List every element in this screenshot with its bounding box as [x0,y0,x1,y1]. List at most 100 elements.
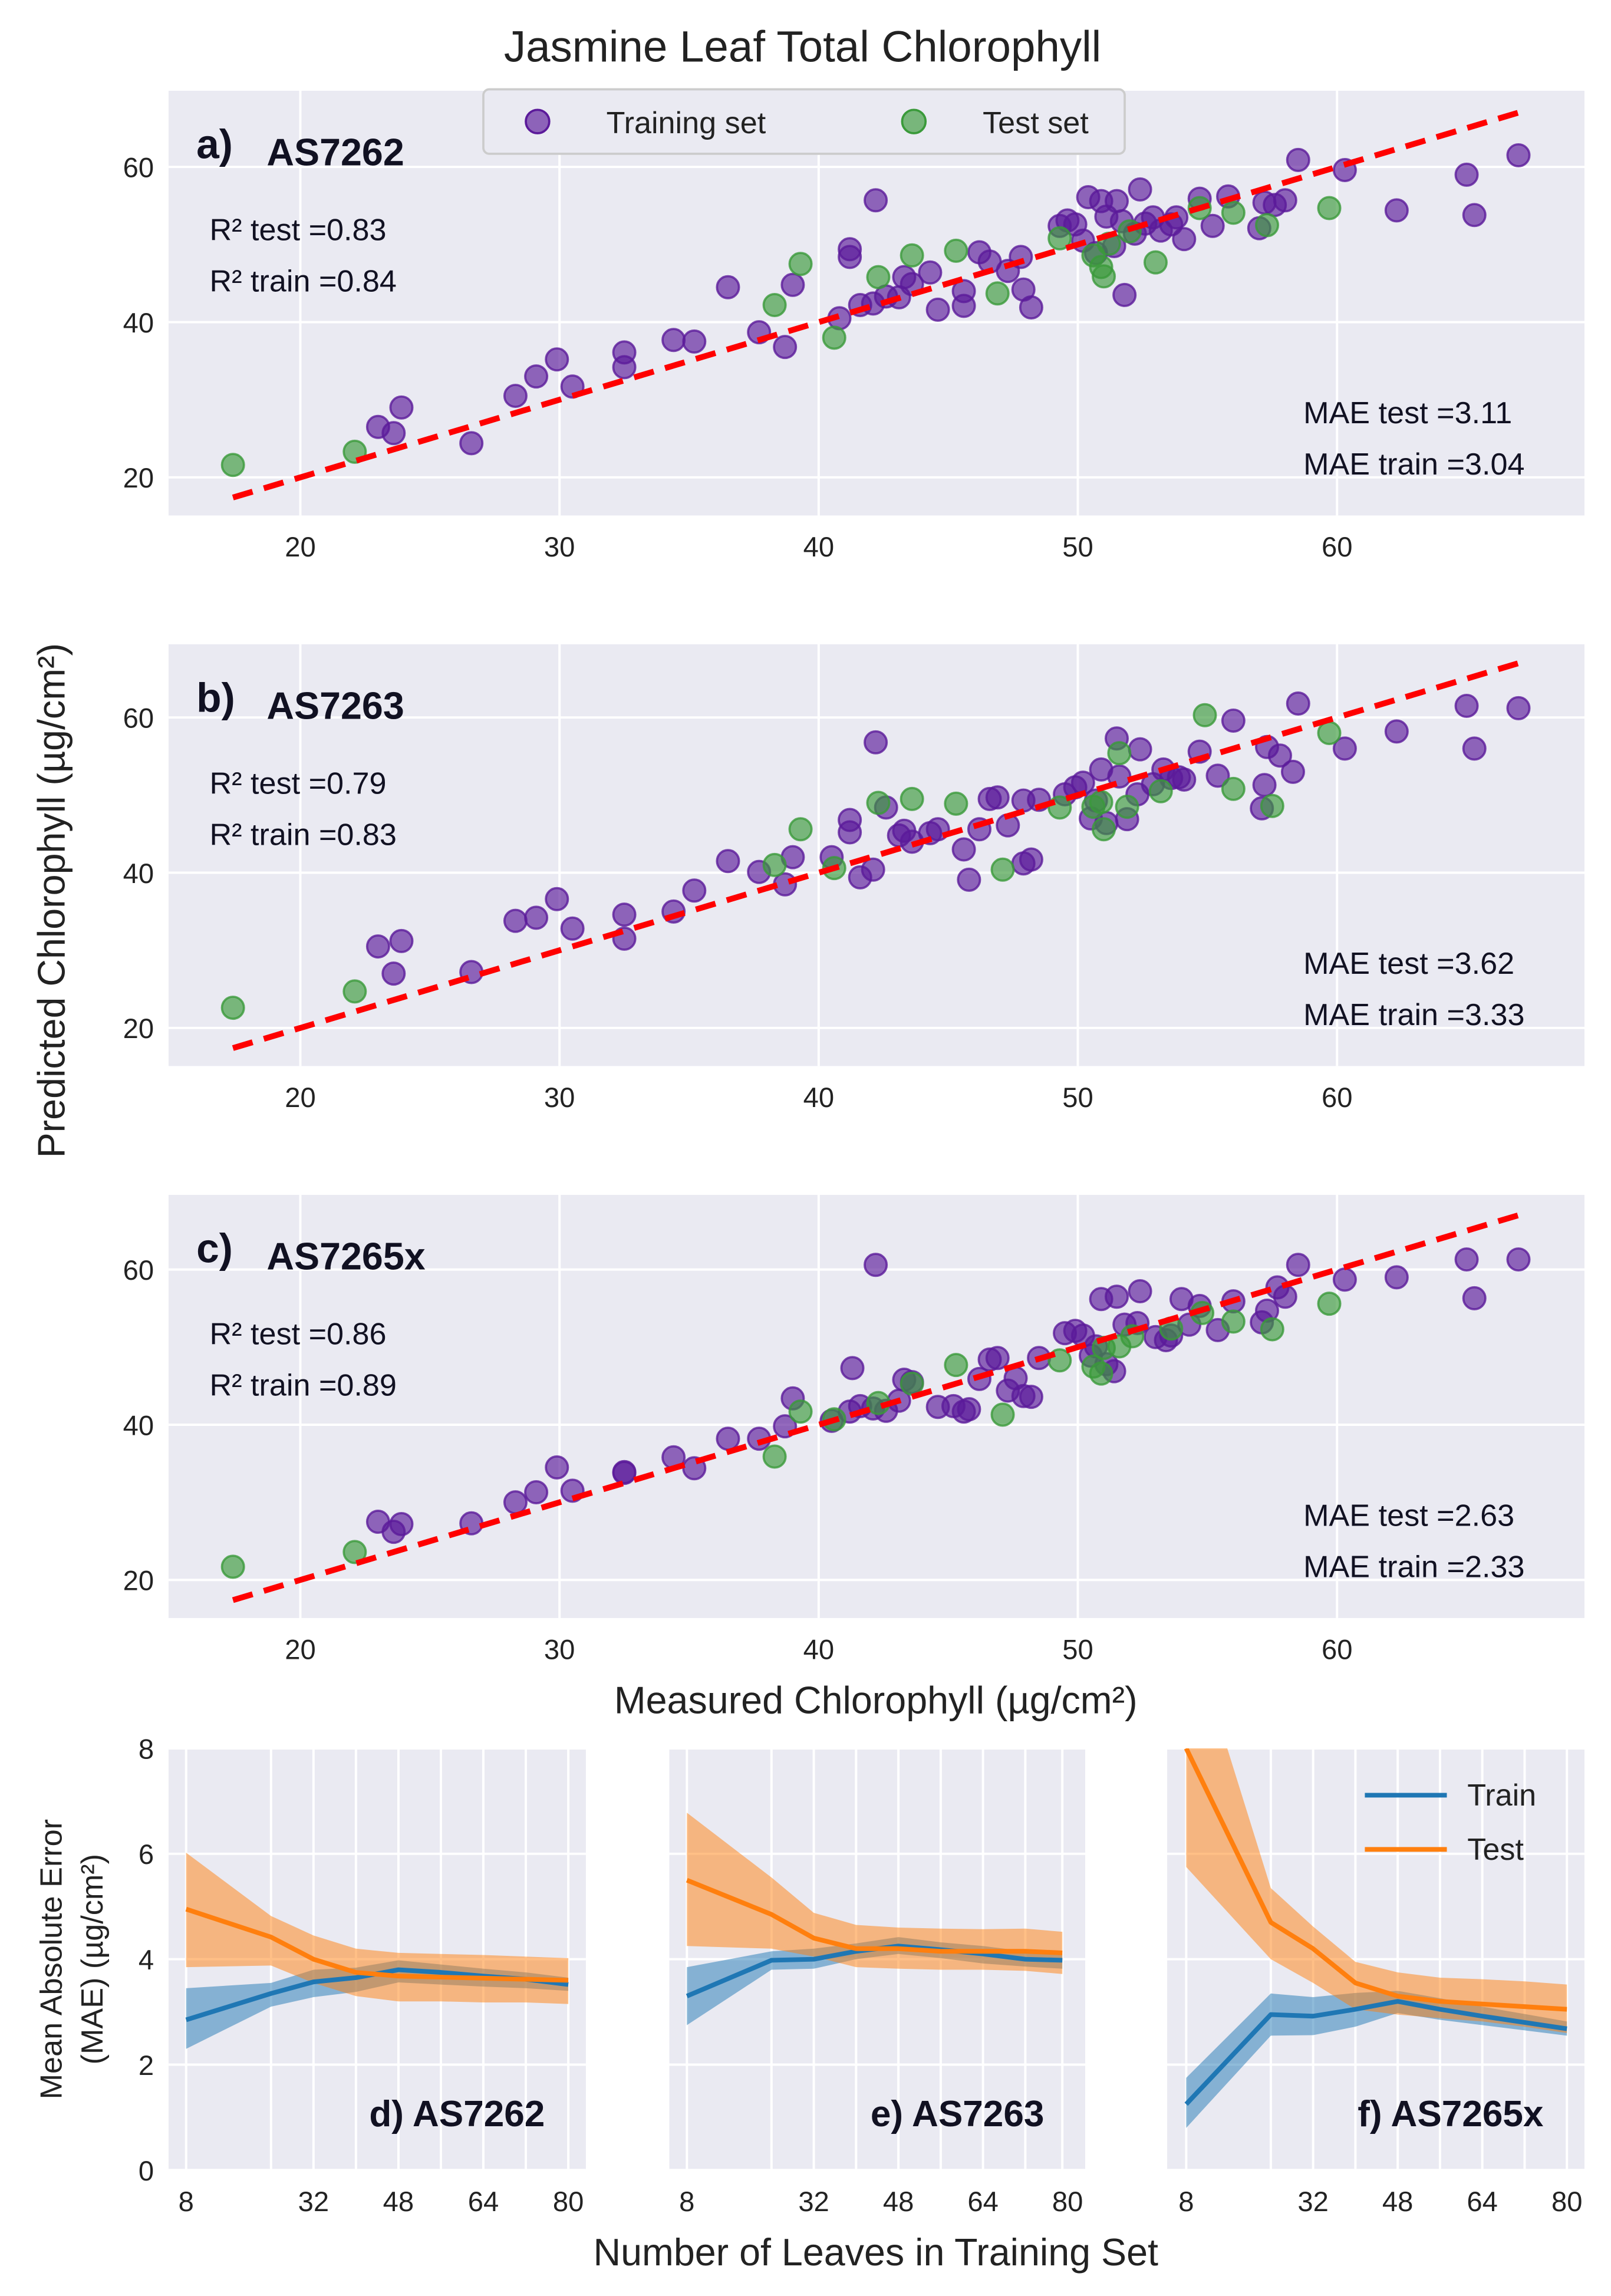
y-tick-label: 0 [139,2156,154,2187]
panel-letter: c) [196,1225,233,1271]
training-point [1454,1247,1479,1272]
training-point [838,808,862,832]
line-panel-f: 8 32 48 64 80 f) AS7265x Train Test [1167,1747,1585,2218]
y-tick-label: 20 [123,1566,154,1597]
test-point [1260,793,1284,818]
r2-train-annotation: R² train =0.84 [209,264,396,298]
y-tick-label: 8 [139,1734,154,1765]
training-point [524,364,549,389]
series-group [1184,1748,1567,2128]
training-point [1128,737,1152,762]
x-tick-label: 30 [544,1634,575,1665]
test-point [866,265,891,289]
test-point [762,1444,787,1469]
training-point [925,297,950,322]
training-point [524,905,549,930]
training-point [838,237,862,262]
test-point [1089,1361,1113,1386]
test-point [1221,1309,1246,1334]
training-point [1462,736,1487,761]
x-tick-label: 50 [1062,532,1093,563]
training-point [1273,1284,1297,1309]
training-point [1128,1279,1152,1304]
test-point [990,1402,1015,1427]
r2-test-annotation: R² test =0.83 [209,213,386,247]
test-point [220,453,245,477]
line-panel-e: 8 32 48 64 80 e) AS7263 [669,1747,1085,2218]
training-point [661,328,686,353]
training-point [864,188,888,213]
test-point [1115,795,1139,819]
training-point [985,1346,1010,1371]
training-point [864,730,888,755]
legend-train-label: Train [1467,1778,1536,1813]
x-tick-label: 50 [1062,1634,1093,1665]
scatter-legend: Training set Test set [482,88,1126,155]
training-point [864,1253,888,1277]
x-tick-label: 32 [1297,2186,1329,2218]
series-group [686,1813,1063,2025]
training-point [381,961,406,986]
training-point [389,1512,414,1536]
test-point [944,238,968,263]
training-point [682,878,707,903]
training-point [1205,763,1230,788]
scatter-panel-a: 20 30 40 50 60 20 40 60 a) AS7262 R² test =0.83 R² … [123,88,1585,563]
test-confidence-band [186,1853,569,2004]
test-point [900,1371,924,1396]
x-tick-label: 80 [1551,2186,1583,2218]
test-point [788,1399,813,1424]
test-point [1092,264,1116,289]
test-point [822,325,846,350]
training-point [682,329,707,354]
x-tick-label: 8 [1178,2186,1194,2218]
training-point [1454,162,1479,187]
x-tick-label: 8 [179,2186,194,2218]
train-mae-line [686,1943,1063,1998]
x-axis-label-measured: Measured Chlorophyll (µg/cm²) [614,1679,1138,1721]
y-tick-label: 40 [123,1410,154,1441]
training-point [381,421,406,446]
training-point [957,867,981,892]
test-point [1260,1317,1284,1342]
test-mae-line [1184,1748,1567,2012]
training-point [1252,773,1277,798]
test-point [900,786,924,811]
training-point [1267,743,1292,768]
legend-test-marker [901,108,927,134]
panel-title: d) AS7262 [369,2094,545,2134]
x-tick-label: 8 [679,2186,694,2218]
mae-test-annotation: MAE test =3.62 [1303,947,1514,981]
line-legend: Train Test [1365,1778,1536,1867]
training-point [1011,277,1036,302]
test-point [342,1540,367,1564]
mae-test-annotation: MAE test =2.63 [1303,1498,1514,1533]
training-point [503,384,528,409]
panel-letter: a) [196,121,233,167]
training-point [1506,696,1531,720]
y-tick-label: 60 [123,1255,154,1286]
test-point [1221,200,1246,225]
training-point [365,934,390,959]
training-point [716,275,740,299]
training-point [1454,693,1479,718]
y-tick-label: 6 [139,1839,154,1870]
training-point [1462,1286,1487,1310]
x-tick-label: 30 [544,1082,575,1114]
training-point [985,785,1010,810]
training-point [1332,1267,1357,1292]
sensor-name: AS7263 [266,685,404,727]
training-point [1506,143,1531,167]
legend-training-label: Training set [607,106,766,140]
x-tick-label: 60 [1322,1082,1353,1114]
test-point [1317,721,1342,746]
test-point [1221,776,1246,801]
mae-train-annotation: MAE train =3.33 [1303,998,1524,1032]
training-point [1506,1247,1531,1272]
test-point [762,852,787,877]
training-point [1384,198,1409,223]
y-tick-label: 40 [123,858,154,890]
x-tick-label: 20 [285,1082,315,1114]
test-point [788,817,813,842]
training-point [840,1356,865,1381]
